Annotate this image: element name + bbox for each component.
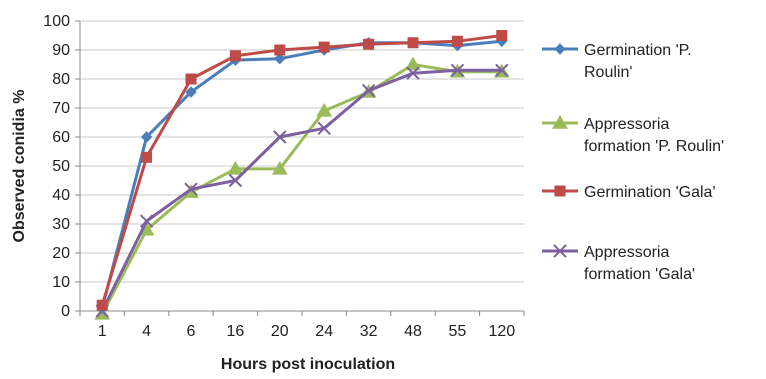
data-point — [317, 121, 331, 136]
legend-label: Germination 'P. — [584, 42, 692, 59]
data-point — [184, 182, 198, 196]
x-tick-label: 24 — [315, 323, 333, 340]
data-point — [274, 44, 286, 56]
data-point — [450, 63, 465, 78]
x-tick-label: 120 — [488, 323, 515, 340]
data-point — [271, 160, 288, 175]
data-point — [140, 131, 153, 143]
x-axis-title: Hours post inoculation — [221, 356, 395, 373]
data-point — [229, 50, 241, 62]
y-tick-labels: 0 10 20 30 40 50 60 70 80 90 100 — [43, 13, 70, 320]
x-tick-label: 48 — [404, 323, 422, 340]
x-tick-label: 32 — [360, 323, 378, 340]
y-tick-label: 100 — [43, 13, 70, 30]
data-point — [496, 30, 508, 41]
legend-label: Appressoria — [584, 116, 669, 133]
data-point — [451, 35, 463, 47]
data-point — [228, 173, 243, 188]
legend-label: formation 'Gala' — [584, 266, 695, 283]
x-tick-label: 4 — [142, 323, 151, 340]
data-point — [495, 63, 509, 78]
y-tick-label: 20 — [52, 245, 70, 262]
series-3 — [96, 30, 508, 311]
x-tick-labels: 1 4 6 16 20 24 32 48 55 120 — [98, 323, 515, 340]
gridlines — [80, 20, 524, 283]
data-point — [141, 151, 153, 163]
y-tick-label: 0 — [61, 303, 70, 320]
legend-swatch-marker — [554, 43, 566, 55]
series-line — [100, 63, 504, 316]
y-tick-label: 10 — [52, 274, 70, 291]
series-2 — [94, 56, 510, 320]
y-tick-label: 70 — [52, 100, 70, 117]
data-point — [96, 299, 108, 311]
legend-item: Germination 'P. Roulin' — [542, 42, 692, 81]
x-tick-label: 16 — [227, 323, 245, 340]
y-tick-label: 80 — [52, 71, 70, 88]
legend-item: Appressoria formation 'Gala' — [542, 244, 695, 283]
data-point — [227, 160, 244, 175]
series-1 — [96, 35, 508, 314]
x-tick-label: 1 — [98, 323, 107, 340]
y-tick-label: 90 — [52, 42, 70, 59]
series-line — [100, 68, 504, 313]
data-point — [361, 83, 376, 98]
legend-swatch-marker — [553, 244, 567, 258]
data-point — [316, 102, 333, 117]
data-point — [405, 56, 421, 71]
data-point — [273, 130, 287, 144]
y-tick-label: 50 — [52, 158, 70, 175]
y-tick-label: 30 — [52, 216, 70, 233]
legend-item: Appressoria formation 'P. Roulin' — [542, 114, 724, 155]
legend-swatch-marker — [552, 114, 568, 129]
series-line — [100, 34, 504, 307]
axes — [75, 20, 525, 316]
y-tick-label: 40 — [52, 187, 70, 204]
data-point — [363, 38, 375, 50]
legend-label: Roulin' — [584, 64, 632, 81]
legend-swatch-marker — [554, 185, 566, 197]
y-tick-label: 60 — [52, 129, 70, 146]
data-point — [274, 52, 286, 65]
x-tick-label: 55 — [449, 323, 467, 340]
legend-label: Germination 'Gala' — [584, 184, 716, 201]
x-tick-label: 6 — [187, 323, 196, 340]
series-lines — [94, 30, 510, 320]
series-4 — [95, 63, 509, 318]
legend: Germination 'P. Roulin' Appressoria formati… — [542, 42, 724, 283]
data-point — [406, 66, 420, 80]
data-point — [139, 214, 154, 228]
data-point — [318, 41, 330, 53]
data-point — [407, 37, 419, 49]
x-tick-label: 20 — [271, 323, 289, 340]
y-axis-title: Observed conidia % — [11, 90, 28, 243]
legend-label: Appressoria — [584, 244, 669, 261]
data-point — [185, 86, 197, 98]
legend-item: Germination 'Gala' — [542, 184, 716, 201]
data-point — [185, 73, 197, 85]
legend-label: formation 'P. Roulin' — [584, 138, 724, 155]
series-line — [100, 39, 504, 310]
